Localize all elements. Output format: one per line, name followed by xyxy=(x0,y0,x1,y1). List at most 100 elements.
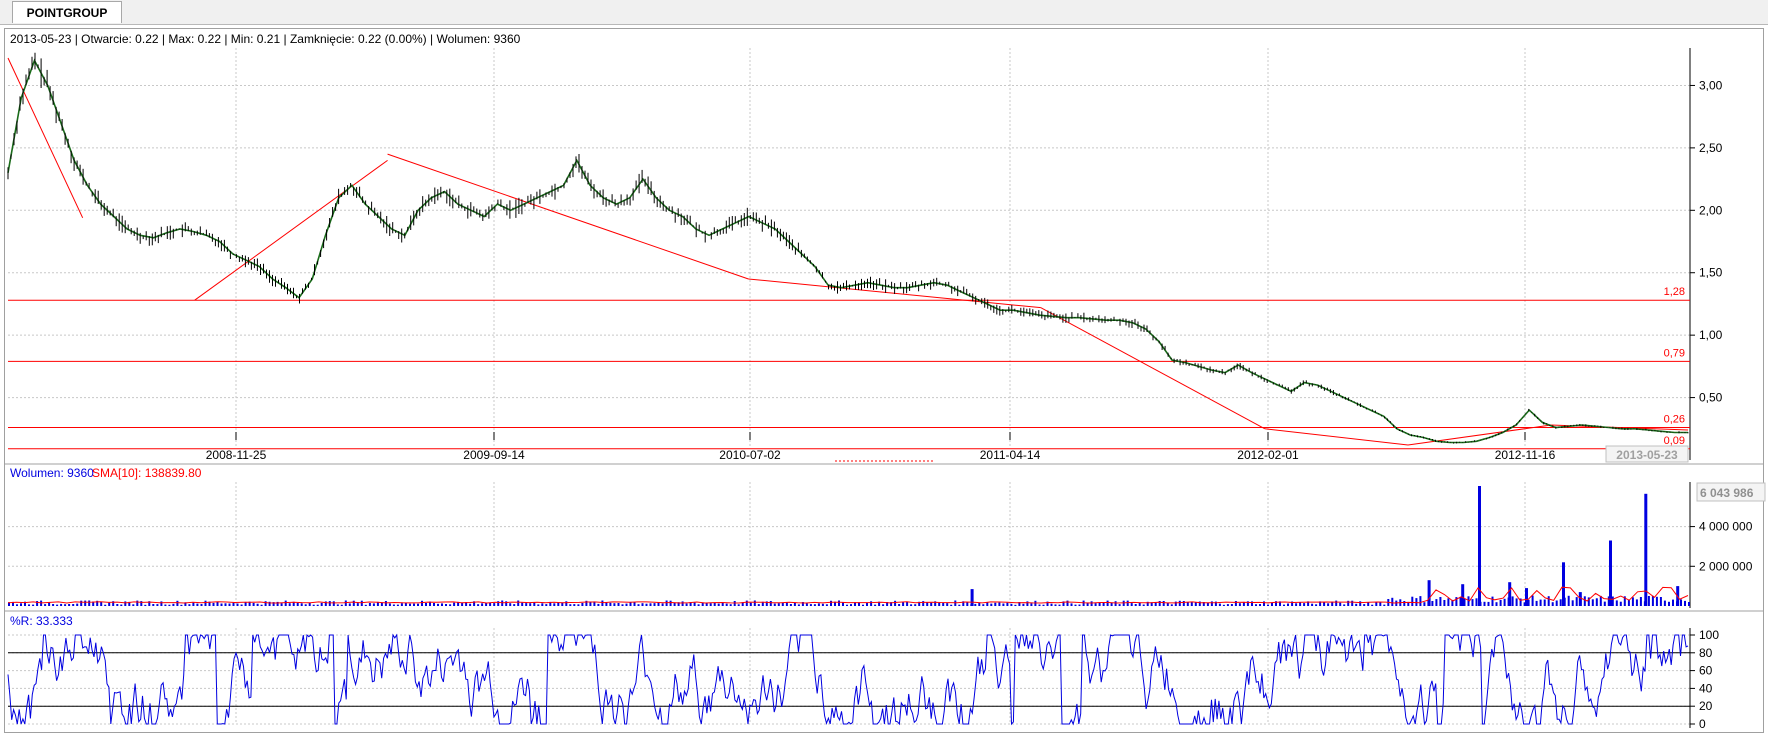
volume-bar xyxy=(312,604,315,606)
volume-bar xyxy=(785,602,788,606)
volume-bar xyxy=(1668,601,1670,606)
volume-bar xyxy=(801,602,804,606)
volume-bar xyxy=(1062,601,1065,606)
volume-bar xyxy=(521,602,524,606)
volume-bar xyxy=(288,603,291,606)
volume-bar xyxy=(1271,602,1273,606)
volume-bar xyxy=(1255,604,1257,606)
volume-bar xyxy=(1527,599,1530,606)
volume-bar xyxy=(898,604,901,606)
volume-bar xyxy=(649,603,652,606)
volume-bar xyxy=(1459,596,1462,606)
volume-bar xyxy=(1066,600,1069,606)
volume-bar xyxy=(1303,603,1306,606)
volume-bar xyxy=(76,603,79,606)
trend-line xyxy=(387,153,749,280)
volume-bar xyxy=(8,602,10,606)
volume-bar xyxy=(1198,601,1201,606)
volume-bar xyxy=(1327,603,1330,606)
volume-bar xyxy=(761,601,764,606)
volume-bar xyxy=(1006,602,1009,606)
wr-tick-label: 60 xyxy=(1699,664,1713,678)
volume-bar xyxy=(1042,604,1045,606)
volume-bar xyxy=(232,602,235,606)
volume-bar xyxy=(914,604,917,606)
volume-bar xyxy=(1455,597,1458,606)
volume-bar xyxy=(910,604,913,606)
volume-bar xyxy=(32,604,35,606)
info-bar: 2013-05-23 | Otwarcie: 0.22 | Max: 0.22 … xyxy=(10,32,521,46)
volume-bar xyxy=(228,603,231,606)
volume-bar xyxy=(689,602,692,606)
price-y-ticks: 3,00 2,50 2,00 1,50 1,00 0,50 xyxy=(1690,78,1723,405)
volume-bar xyxy=(489,602,492,606)
volume-bar xyxy=(505,601,508,606)
volume-bar xyxy=(1010,603,1013,606)
volume-bar xyxy=(601,600,604,606)
volume-bar xyxy=(188,604,191,606)
volume-bar xyxy=(517,600,520,606)
volume-bar xyxy=(1363,604,1366,606)
volume-bar xyxy=(1343,604,1346,606)
volume-bar xyxy=(1443,600,1446,606)
price-tick-label: 3,00 xyxy=(1699,78,1723,92)
volume-bar xyxy=(1615,600,1618,606)
volume-bar xyxy=(352,600,355,606)
volume-y-ticks: 4 000 000 2 000 000 xyxy=(1690,520,1753,573)
volume-bar xyxy=(168,604,171,606)
x-tick-label: 2010-07-02 xyxy=(719,448,781,462)
volume-bar xyxy=(409,603,411,606)
volume-bar xyxy=(1535,600,1538,606)
volume-bar xyxy=(1684,600,1686,606)
volume-bar xyxy=(429,601,431,606)
volume-bar xyxy=(1050,603,1053,606)
volume-bar xyxy=(84,600,87,606)
volume-bar xyxy=(120,604,123,606)
volume-bar xyxy=(1110,602,1113,606)
volume-bar xyxy=(805,603,808,606)
volume-bar xyxy=(136,600,139,606)
volume-spike xyxy=(1609,540,1612,606)
volume-bar xyxy=(1238,603,1241,606)
volume-bar xyxy=(44,604,47,606)
price-tick-label: 1,50 xyxy=(1699,266,1723,280)
volume-bar xyxy=(954,600,957,606)
volume-bar xyxy=(1086,602,1089,606)
volume-top-box xyxy=(1696,482,1766,502)
volume-bar xyxy=(437,603,439,606)
volume-bar xyxy=(677,602,680,606)
volume-bar xyxy=(1583,596,1586,606)
volume-bar xyxy=(108,602,111,606)
volume-bar xyxy=(878,601,881,606)
support-lines: 1,28 0,79 0,26 0,09 xyxy=(8,286,1690,450)
wr-line xyxy=(7,633,1689,726)
volume-bar xyxy=(1319,601,1322,606)
volume-bar xyxy=(280,603,283,606)
volume-bar xyxy=(1134,604,1137,606)
volume-bar xyxy=(1315,604,1318,606)
volume-bar xyxy=(777,603,780,606)
volume-bar xyxy=(68,604,71,606)
volume-bar xyxy=(1118,604,1121,606)
volume-bar xyxy=(48,602,51,606)
volume-bar xyxy=(328,601,331,606)
volume-bar xyxy=(400,603,403,606)
volume-bar xyxy=(573,604,576,606)
volume-bar xyxy=(204,600,207,606)
volume-bar xyxy=(769,601,772,606)
volume-bar xyxy=(1122,600,1125,606)
volume-bar xyxy=(569,604,572,606)
volume-bar xyxy=(372,603,375,606)
volume-bar xyxy=(1639,597,1642,606)
volume-bar xyxy=(1375,602,1378,606)
volume-bar xyxy=(1295,603,1298,606)
volume-bar xyxy=(838,600,840,606)
wr-tick-label: 100 xyxy=(1699,628,1719,642)
volume-bar xyxy=(1523,602,1526,606)
tab-pointgroup[interactable]: POINTGROUP xyxy=(12,1,122,23)
volume-bar xyxy=(537,604,540,606)
volume-bar xyxy=(320,602,323,606)
volume-bar xyxy=(629,602,632,606)
volume-bar xyxy=(894,600,897,606)
